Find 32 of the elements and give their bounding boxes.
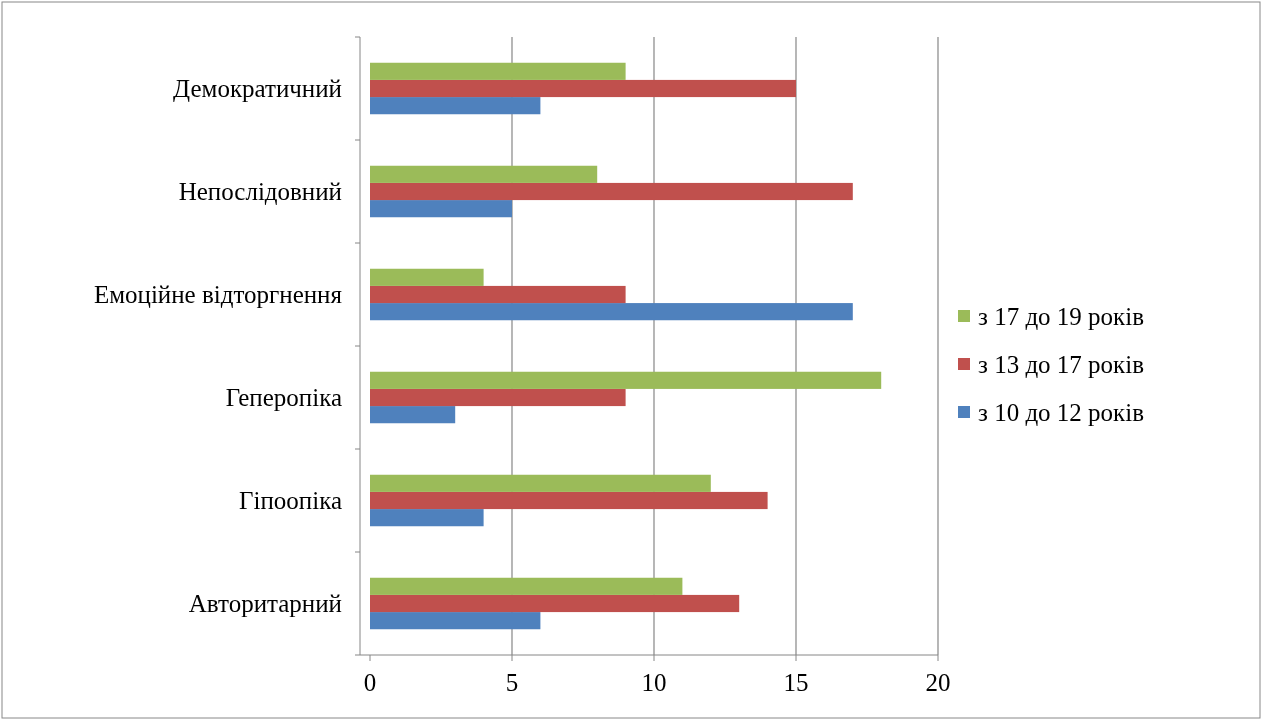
bar bbox=[370, 406, 456, 424]
y-tick-label: Непослідовний bbox=[178, 178, 342, 205]
bar bbox=[370, 577, 683, 595]
x-tick-label: 10 bbox=[641, 669, 667, 696]
bar bbox=[370, 200, 512, 218]
y-tick-label: Авторитарний bbox=[188, 590, 342, 617]
bar bbox=[370, 182, 853, 201]
y-tick-label: Геперопіка bbox=[225, 384, 342, 411]
bar bbox=[370, 79, 796, 98]
bar bbox=[370, 62, 626, 80]
bar bbox=[370, 388, 626, 407]
bar bbox=[370, 474, 711, 492]
y-tick-label: Демократичний bbox=[173, 75, 342, 102]
x-tick-label: 20 bbox=[925, 669, 951, 696]
bar bbox=[370, 612, 541, 630]
bar bbox=[370, 509, 484, 527]
x-tick-label: 0 bbox=[363, 669, 377, 696]
y-tick-label: Гіпоопіка bbox=[239, 487, 342, 514]
legend-label: з 17 до 19 років bbox=[978, 302, 1144, 330]
bar bbox=[370, 303, 853, 321]
bar bbox=[370, 371, 882, 389]
bar bbox=[370, 285, 626, 304]
bar bbox=[370, 165, 598, 183]
bar bbox=[370, 97, 541, 115]
y-tick-label: Емоційне відторгнення bbox=[93, 281, 343, 308]
legend-label: з 10 до 12 років bbox=[978, 398, 1144, 426]
x-tick-label: 15 bbox=[783, 669, 809, 696]
legend-label: з 13 до 17 років bbox=[978, 350, 1144, 378]
bar bbox=[370, 491, 768, 510]
x-tick-label: 5 bbox=[505, 669, 519, 696]
bar bbox=[370, 594, 740, 613]
bar bbox=[370, 268, 484, 286]
